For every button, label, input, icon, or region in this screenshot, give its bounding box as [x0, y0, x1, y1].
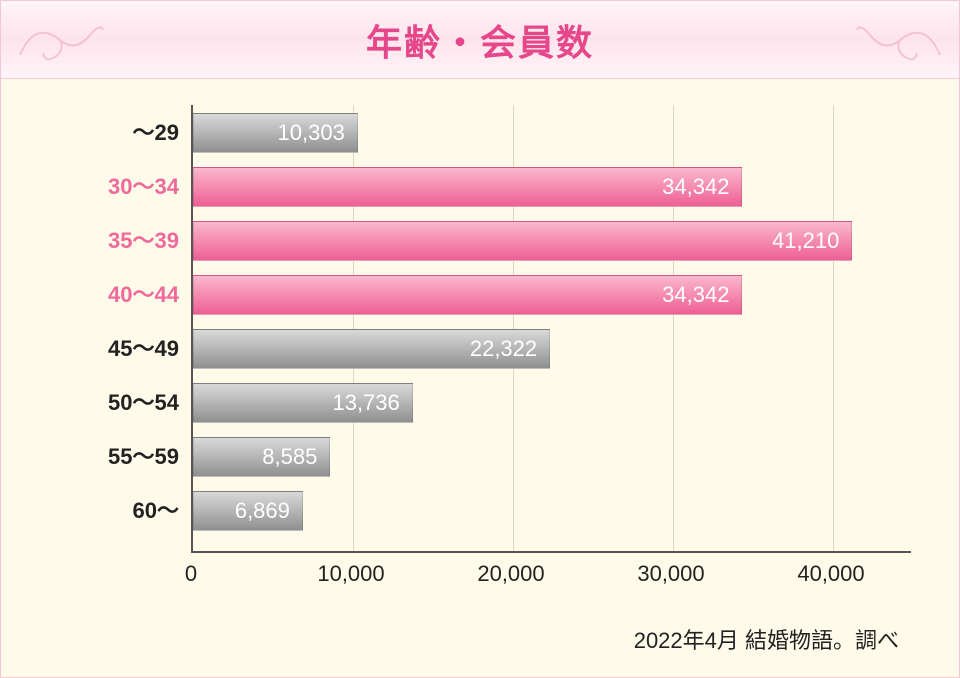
y-axis-label: 40～44 [9, 275, 179, 315]
bar-row: 34,342 [193, 167, 742, 207]
bar-value-label: 34,342 [662, 174, 729, 200]
bar-value-label: 13,736 [332, 390, 399, 416]
bar-row: 34,342 [193, 275, 742, 315]
y-axis-label: 45～49 [9, 329, 179, 369]
y-axis-label: 55～59 [9, 437, 179, 477]
header: 年齢・会員数 [1, 1, 959, 79]
bar: 34,342 [193, 275, 742, 315]
bar-row: 13,736 [193, 383, 413, 423]
grid-line [833, 105, 834, 551]
bar: 22,322 [193, 329, 550, 369]
bar-value-label: 22,322 [470, 336, 537, 362]
flourish-left-icon [15, 15, 105, 65]
flourish-right-icon [855, 15, 945, 65]
bar: 6,869 [193, 491, 303, 531]
bar-value-label: 34,342 [662, 282, 729, 308]
y-axis-label: 50～54 [9, 383, 179, 423]
bar-row: 6,869 [193, 491, 303, 531]
bar: 10,303 [193, 113, 358, 153]
chart-card: 年齢・会員数 10,303 34,342 41,210 34,342 22,322 13,… [0, 0, 960, 678]
bar-row: 10,303 [193, 113, 358, 153]
plot-area: 10,303 34,342 41,210 34,342 22,322 13,736 8,58… [191, 105, 911, 553]
bar-value-label: 6,869 [235, 498, 290, 524]
bar-value-label: 41,210 [772, 228, 839, 254]
y-axis-label: 30～34 [9, 167, 179, 207]
x-tick-label: 10,000 [317, 561, 384, 587]
bar: 34,342 [193, 167, 742, 207]
y-axis-label: 35～39 [9, 221, 179, 261]
x-tick-label: 30,000 [637, 561, 704, 587]
bar-value-label: 8,585 [262, 444, 317, 470]
bar: 8,585 [193, 437, 330, 477]
y-axis-label: ～29 [9, 113, 179, 153]
x-tick-label: 20,000 [477, 561, 544, 587]
bar-row: 8,585 [193, 437, 330, 477]
footnote: 2022年4月 結婚物語。調べ [634, 623, 899, 655]
bar-value-label: 10,303 [278, 120, 345, 146]
x-tick-label: 0 [185, 561, 197, 587]
chart-title: 年齢・会員数 [366, 14, 594, 66]
bar: 13,736 [193, 383, 413, 423]
y-axis-label: 60～ [9, 491, 179, 531]
bar-row: 22,322 [193, 329, 550, 369]
bar: 41,210 [193, 221, 852, 261]
x-tick-label: 40,000 [797, 561, 864, 587]
bar-row: 41,210 [193, 221, 852, 261]
